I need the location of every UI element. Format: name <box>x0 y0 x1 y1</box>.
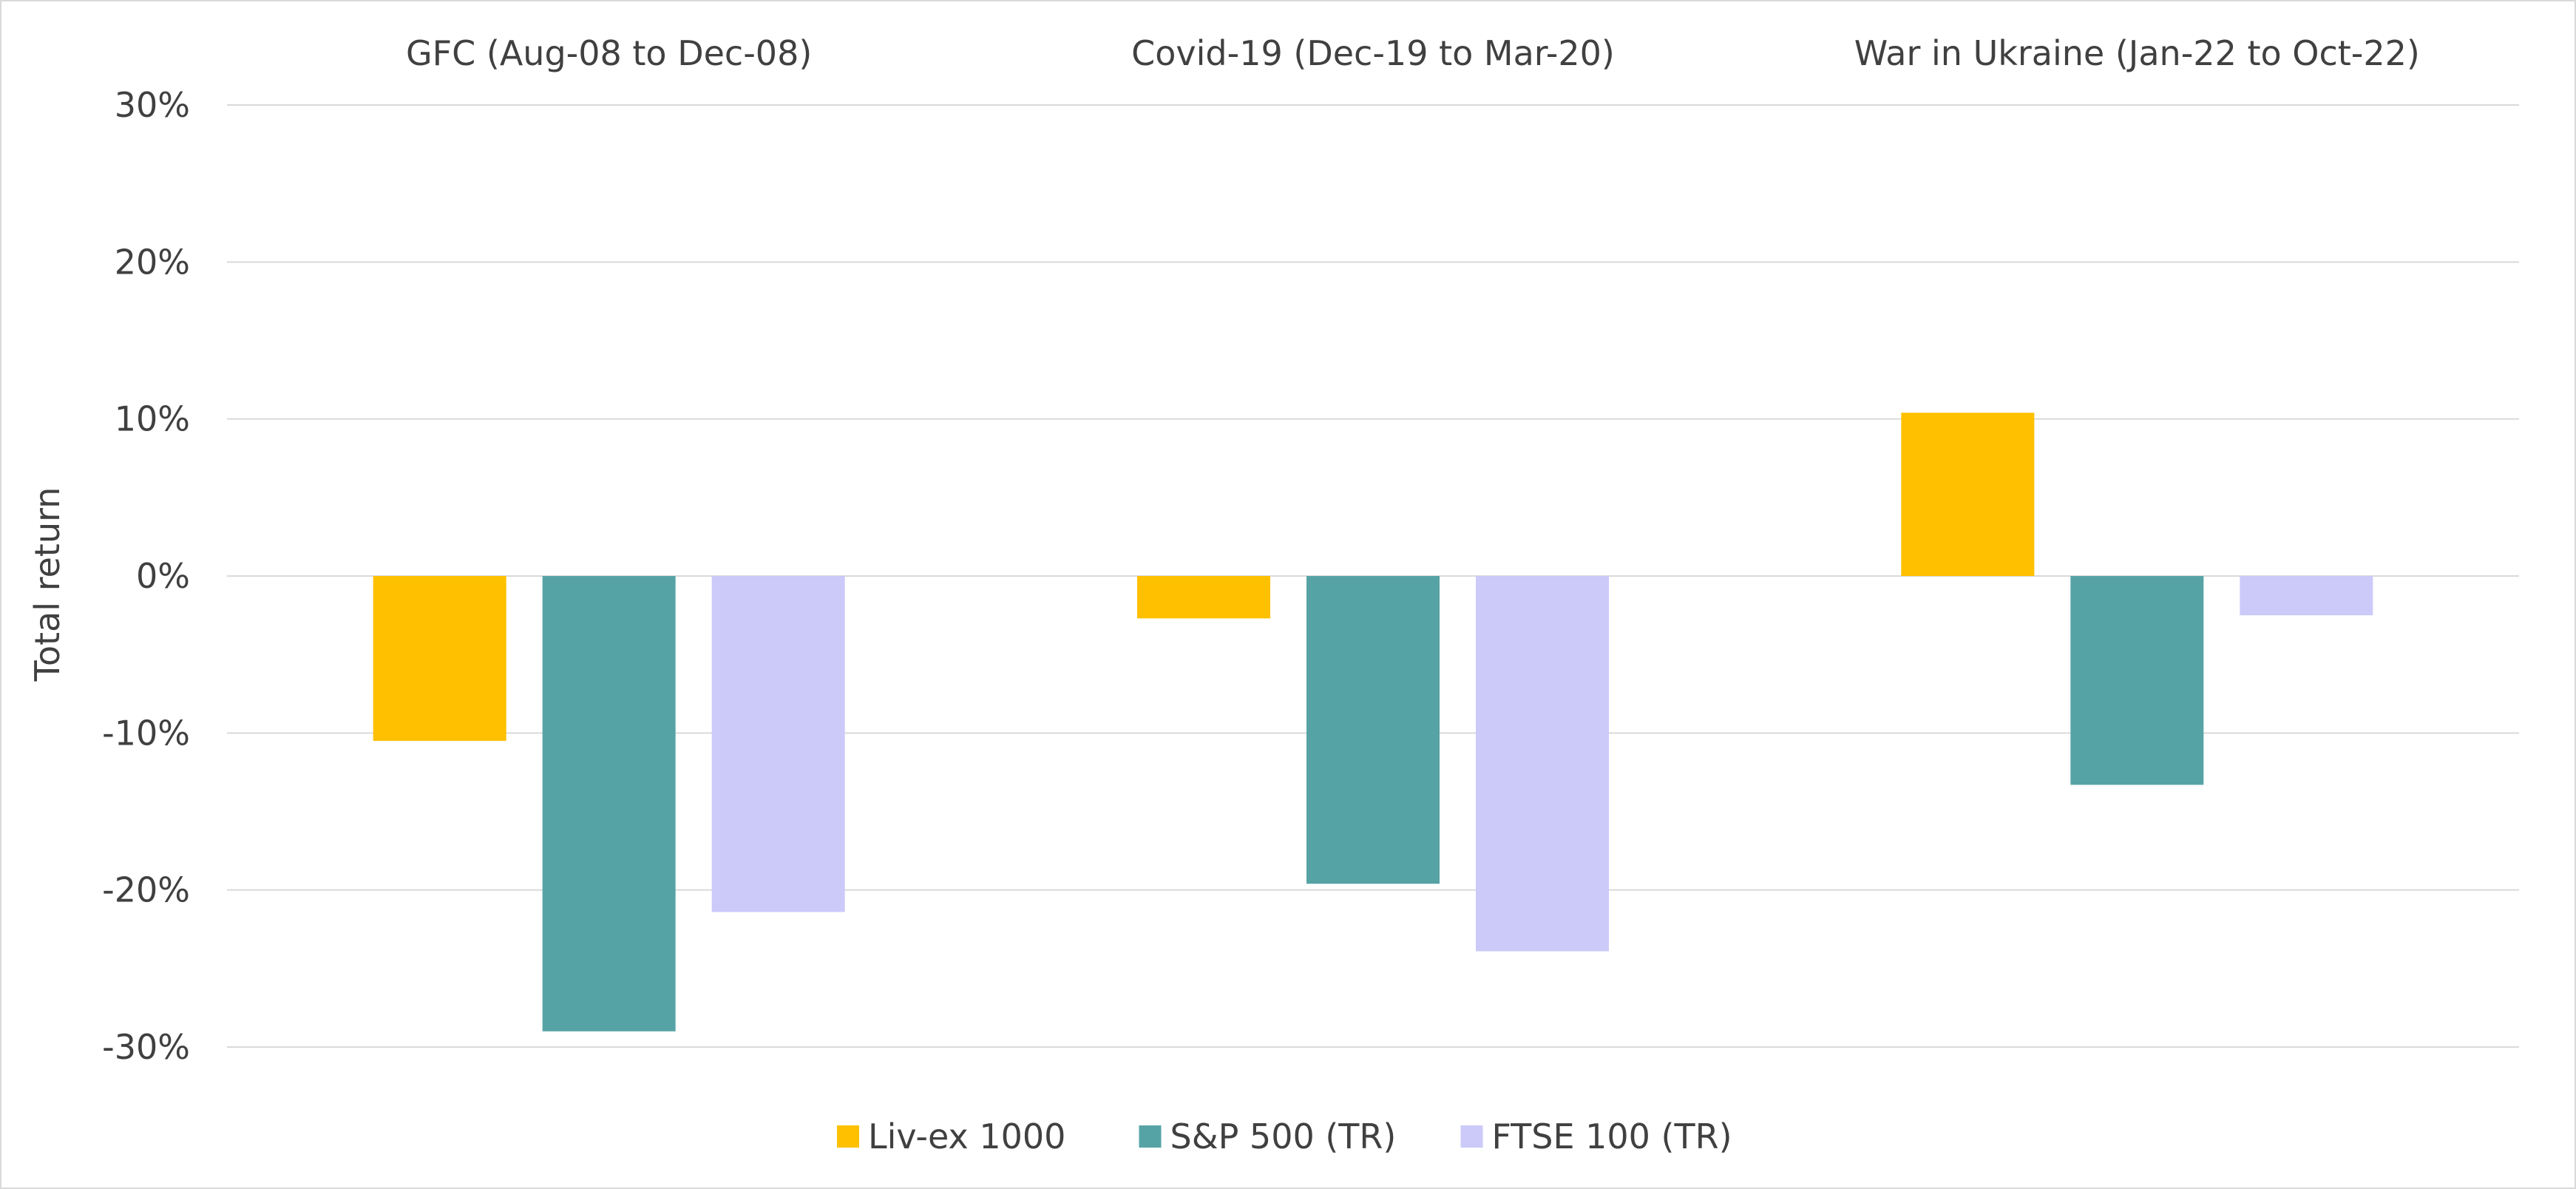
bar <box>711 576 845 912</box>
y-tick-label: 30% <box>115 85 190 125</box>
legend: Liv-ex 1000 S&P 500 (TR) FTSE 100 (TR) <box>837 1117 1732 1156</box>
category-label: Covid-19 (Dec-19 to Mar-20) <box>1131 33 1615 73</box>
category-label: War in Ukraine (Jan-22 to Oct-22) <box>1854 33 2420 73</box>
y-tick-label: -20% <box>102 870 190 910</box>
bar <box>1306 576 1440 884</box>
bar <box>1901 413 2035 576</box>
category-labels: GFC (Aug-08 to Dec-08) Covid-19 (Dec-19 t… <box>406 33 2420 73</box>
legend-swatch <box>1460 1125 1483 1148</box>
legend-swatch <box>837 1125 859 1148</box>
bar <box>2070 576 2204 785</box>
bars <box>373 413 2373 1032</box>
y-tick-label: -10% <box>102 713 190 753</box>
bar <box>1137 576 1270 619</box>
y-axis-title: Total return <box>27 487 67 682</box>
bar <box>1476 576 1609 952</box>
y-tick-label: 0% <box>136 556 190 596</box>
legend-label: FTSE 100 (TR) <box>1492 1117 1732 1156</box>
y-tick-label: -30% <box>102 1027 190 1067</box>
legend-label: S&P 500 (TR) <box>1170 1117 1397 1156</box>
legend-swatch <box>1139 1125 1162 1148</box>
legend-label: Liv-ex 1000 <box>868 1117 1065 1156</box>
bar <box>373 576 506 741</box>
y-tick-label: 10% <box>115 399 190 439</box>
bar <box>542 576 676 1032</box>
y-axis-tick-labels: 30% 20% 10% 0% -10% -20% -30% <box>102 85 190 1067</box>
category-label: GFC (Aug-08 to Dec-08) <box>406 33 812 73</box>
y-tick-label: 20% <box>115 242 190 282</box>
bar <box>2240 576 2373 616</box>
